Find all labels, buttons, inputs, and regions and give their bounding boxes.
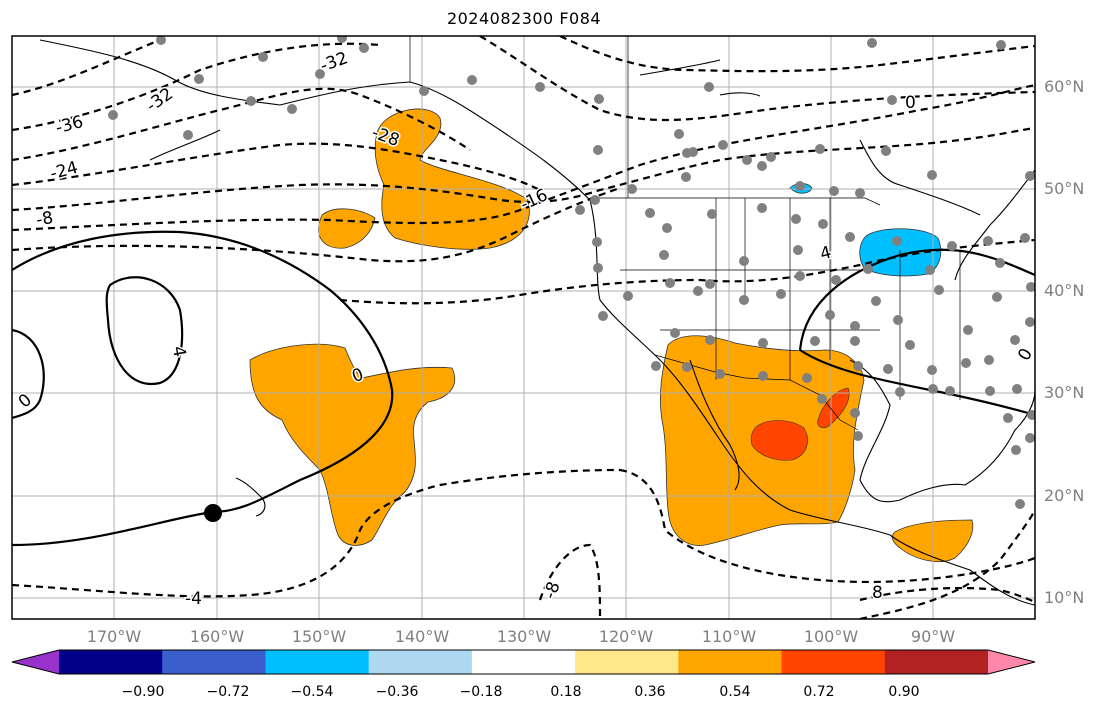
colorbar-tick-label: −0.54 (290, 684, 334, 700)
negative-anomaly-areas (789, 183, 942, 277)
colorbar-segment (575, 650, 679, 674)
contour-label-36: -36 (53, 112, 85, 139)
contour-label-4a: -4 (185, 589, 202, 609)
reference-point-marker (204, 504, 222, 522)
contour-label-32b: -32 (318, 48, 351, 76)
lon-label-170w: 170°W (86, 627, 142, 646)
contour-label-8a: -8 (35, 208, 55, 231)
contour-labels: -36 -32 -32 -28 -24 -16 -8 -8 -4 0 0 0 0… (13, 47, 1037, 611)
colorbar-tick-label: 0.54 (719, 684, 751, 700)
strong-anomaly-areas (750, 387, 850, 461)
colorbar-tick-label: −0.72 (206, 684, 250, 700)
lat-label-20n: 20°N (1044, 486, 1085, 505)
colorbar-segment (59, 650, 163, 674)
colorbar-outline (11, 649, 1036, 675)
lon-label-90w: 90°W (910, 627, 956, 646)
colorbar-tick-label: −0.18 (459, 684, 503, 700)
coastlines (39, 39, 1035, 606)
lat-label-30n: 30°N (1044, 383, 1085, 402)
lon-label-130w: 130°W (496, 627, 552, 646)
colorbar-tick-label: 0.72 (803, 684, 835, 700)
lon-label-110w: 110°W (701, 627, 757, 646)
colorbar-segment (678, 650, 783, 674)
contour-label-24: -24 (48, 158, 80, 185)
lat-label-60n: 60°N (1044, 77, 1085, 96)
colorbar-extend-low (12, 650, 59, 674)
lon-label-120w: 120°W (598, 627, 654, 646)
colorbar-segment (884, 650, 989, 674)
colorbar (11, 649, 1036, 675)
contour-label-0c: 0 (905, 93, 916, 113)
colorbar-tick-label: 0.90 (888, 684, 920, 700)
colorbar-segment (265, 650, 370, 674)
colorbar-segment (781, 650, 886, 674)
colorbar-tick-label: 0.36 (634, 684, 666, 700)
contour-label-32a: -32 (143, 84, 177, 116)
political-borders (409, 36, 961, 431)
colorbar-tick-label: 0.18 (550, 684, 582, 700)
colorbar-segment (471, 650, 576, 674)
figure-title: 2024082300 F084 (446, 9, 602, 28)
colorbar-extend-high (988, 650, 1035, 674)
contour-label-0d: 0 (1014, 345, 1037, 364)
colorbar-segment (162, 650, 266, 674)
colorbar-tick-label: −0.36 (375, 684, 419, 700)
lat-label-50n: 50°N (1044, 179, 1085, 198)
station-markers (108, 36, 1035, 509)
lat-label-40n: 40°N (1044, 281, 1085, 300)
contour-label-8c: 8 (872, 583, 883, 603)
lon-label-150w: 150°W (291, 627, 347, 646)
colorbar-segment (368, 650, 473, 674)
map-frame (11, 35, 1036, 620)
colorbar-tick-label: −0.90 (121, 684, 165, 700)
lat-label-10n: 10°N (1044, 588, 1085, 607)
dashed-contours (12, 36, 1035, 619)
lon-label-100w: 100°W (803, 627, 859, 646)
contour-label-4b: 4 (168, 345, 190, 359)
lon-label-160w: 160°W (189, 627, 245, 646)
lon-label-140w: 140°W (394, 627, 450, 646)
